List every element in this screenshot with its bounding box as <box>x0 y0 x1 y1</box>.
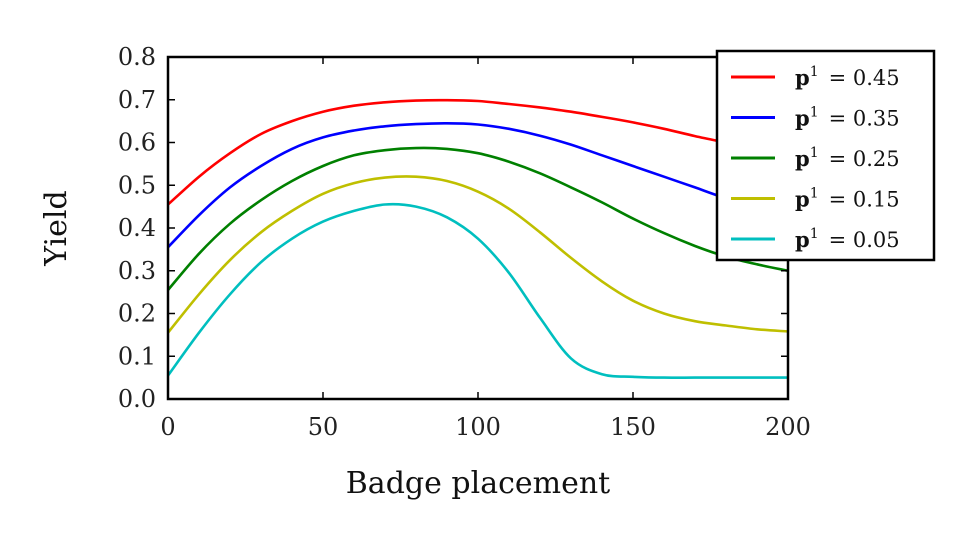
series-line-0 <box>167 98 789 206</box>
x-tick-label: 200 <box>765 413 811 441</box>
series-line-3 <box>166 175 789 334</box>
legend: p1 = 0.45 p1 = 0.35 p1 = 0.25 p1 = 0.15 p1 = 0.05 <box>715 49 936 262</box>
x-tick-label: 100 <box>455 413 501 441</box>
y-tick-label: 0.4 <box>118 214 156 242</box>
legend-label-1: p1 = 0.35 <box>795 105 900 131</box>
legend-label-4: p1 = 0.05 <box>795 226 900 252</box>
tick-labels: 0 50 100 150 200 0.0 0.1 0.2 0.3 0.4 0.5 0.6 0.7 0.8 <box>118 43 811 441</box>
legend-box <box>715 49 936 262</box>
plot-frame <box>166 55 790 401</box>
x-tick-label: 0 <box>160 413 175 441</box>
y-axis-label: Yield <box>39 190 74 266</box>
y-tick-label: 0.1 <box>118 342 156 370</box>
y-tick-label: 0.5 <box>118 171 156 199</box>
series-lines <box>166 98 789 379</box>
y-tick-label: 0.8 <box>118 43 156 71</box>
y-tick-label: 0.0 <box>118 385 156 413</box>
series-line-4 <box>166 202 788 379</box>
axis-ticks <box>167 56 789 400</box>
x-tick-label: 50 <box>308 413 339 441</box>
y-tick-label: 0.2 <box>118 300 156 328</box>
legend-label-3: p1 = 0.15 <box>795 186 900 212</box>
y-tick-label: 0.3 <box>118 257 156 285</box>
x-tick-label: 150 <box>610 413 656 441</box>
x-axis-label: Badge placement <box>346 466 610 501</box>
legend-label-2: p1 = 0.25 <box>795 145 900 171</box>
series-line-1 <box>167 121 789 249</box>
series-line-2 <box>167 146 789 291</box>
y-tick-label: 0.7 <box>118 86 156 114</box>
legend-label-0: p1 = 0.45 <box>795 64 900 90</box>
y-tick-label: 0.6 <box>118 129 156 157</box>
